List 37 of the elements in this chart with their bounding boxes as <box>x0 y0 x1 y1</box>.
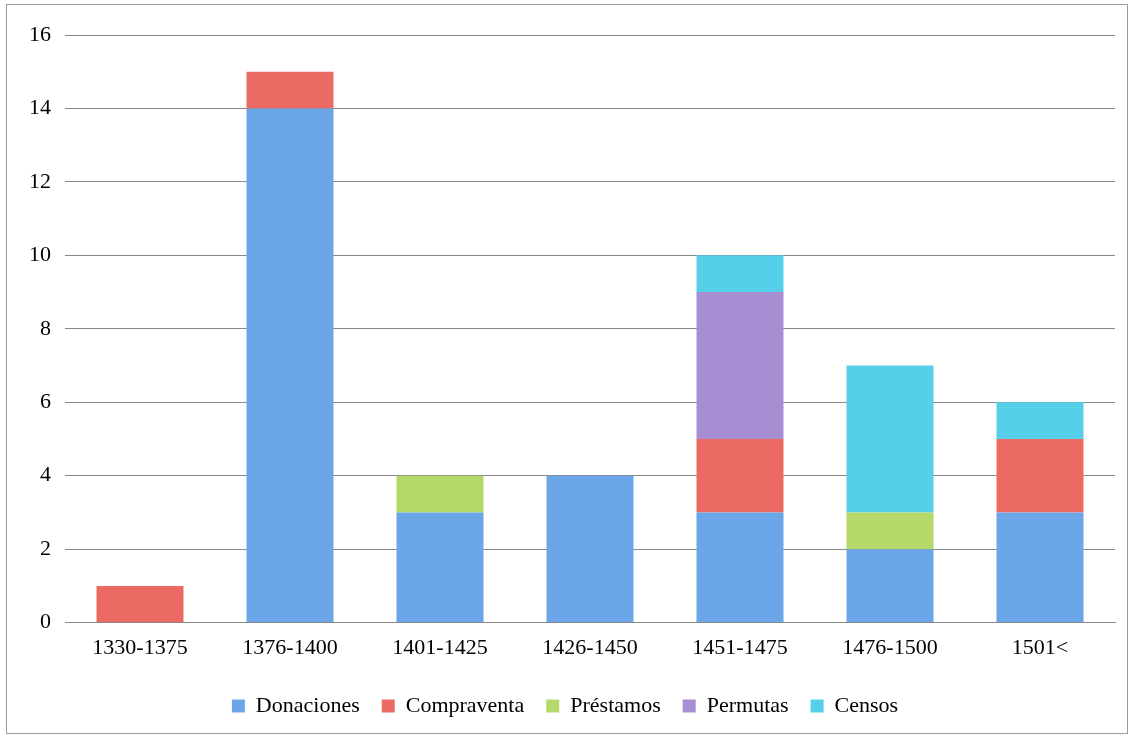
legend-label: Donaciones <box>255 691 360 717</box>
bar <box>696 292 784 439</box>
bar <box>96 585 184 623</box>
legend-label: Permutas <box>706 691 789 717</box>
bar <box>696 438 784 513</box>
y-tick-label: 0 <box>40 608 51 634</box>
bar <box>996 402 1084 439</box>
bar <box>546 475 634 623</box>
x-tick-label: 1426-1450 <box>542 633 638 659</box>
bar <box>396 512 484 623</box>
y-tick-label: 14 <box>29 94 51 120</box>
x-tick-label: 1330-1375 <box>92 633 188 659</box>
x-tick-label: 1476-1500 <box>842 633 938 659</box>
bar <box>996 512 1084 623</box>
bar <box>696 512 784 623</box>
bar <box>396 475 484 513</box>
bar <box>996 438 1084 513</box>
bar <box>246 108 334 623</box>
y-tick-label: 2 <box>40 534 51 560</box>
bar <box>846 365 934 513</box>
y-tick-label: 6 <box>40 388 51 414</box>
y-tick-label: 16 <box>29 20 51 46</box>
bar <box>846 549 934 623</box>
bar <box>846 512 934 550</box>
x-tick-label: 1401-1425 <box>392 633 488 659</box>
legend-label: Compraventa <box>405 691 525 717</box>
x-tick-label: 1501< <box>1011 633 1069 659</box>
y-tick-label: 4 <box>40 461 51 487</box>
x-tick-label: 1376-1400 <box>242 633 338 659</box>
y-tick-label: 12 <box>29 167 51 193</box>
y-tick-label: 10 <box>29 241 51 267</box>
bar <box>246 71 334 109</box>
legend-label: Préstamos <box>570 691 661 717</box>
legend-label: Censos <box>834 691 899 717</box>
bar <box>696 255 784 293</box>
y-tick-label: 8 <box>40 314 51 340</box>
x-tick-label: 1451-1475 <box>692 633 788 659</box>
